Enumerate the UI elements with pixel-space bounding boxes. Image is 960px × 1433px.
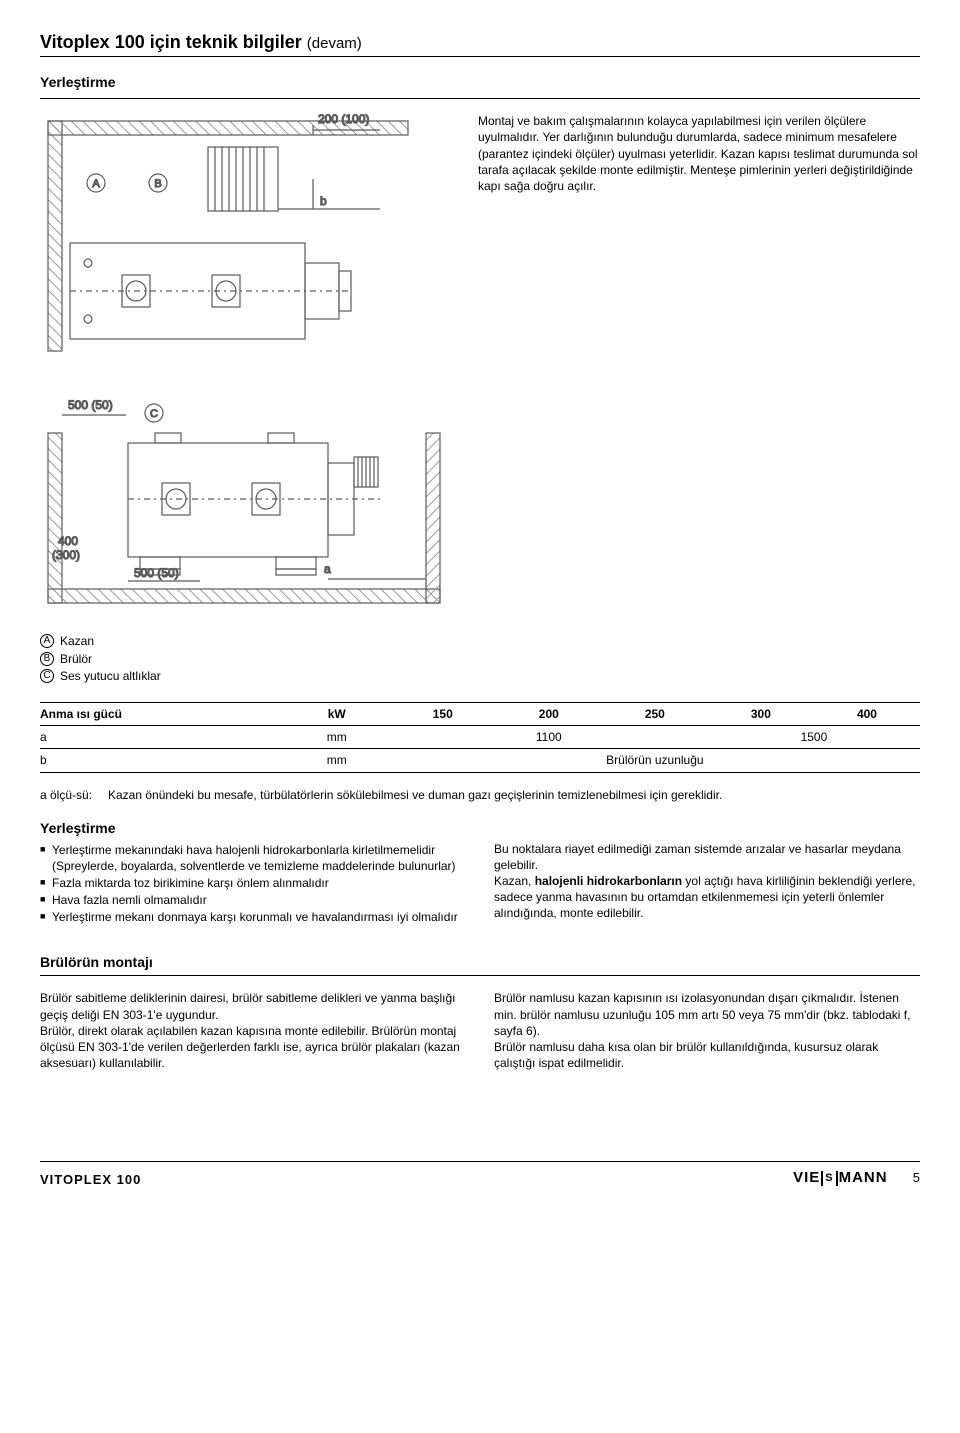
legend-sym-b: B <box>40 652 54 666</box>
row-b-unit: mm <box>284 749 390 772</box>
th-150: 150 <box>390 702 496 725</box>
section2-bullets: Yerleştirme mekanındaki hava halojenli h… <box>40 842 466 926</box>
th-unit: kW <box>284 702 390 725</box>
bullet-text: Yerleştirme mekanındaki hava halojenli h… <box>52 843 435 857</box>
defn-term: a ölçü-sü: <box>40 787 96 803</box>
title-rule <box>40 56 920 57</box>
row-b-val: Brülörün uzunluğu <box>390 749 920 772</box>
th-200: 200 <box>496 702 602 725</box>
page-number: 5 <box>913 1170 920 1185</box>
s3-left-p2: Brülör, direkt olarak açılabilen kazan k… <box>40 1023 466 1072</box>
defn-desc: Kazan önündeki bu mesafe, türbülatörleri… <box>108 787 920 803</box>
legend-label-c: Ses yutucu altlıklar <box>60 668 161 684</box>
page-footer: VITOPLEX 100 VIESMANN 5 <box>40 1161 920 1188</box>
legend-label-a: Kazan <box>60 633 94 649</box>
th-400: 400 <box>814 702 920 725</box>
spec-table: Anma ısı gücü kW 150 200 250 300 400 a m… <box>40 702 920 773</box>
th-250: 250 <box>602 702 708 725</box>
p2-a: Kazan, <box>494 874 535 888</box>
footer-product: VITOPLEX 100 <box>40 1171 141 1189</box>
row-a-label: a <box>40 726 284 749</box>
svg-text:400: 400 <box>58 534 78 548</box>
row-a-unit: mm <box>284 726 390 749</box>
diagram-svg: A B 200 (100) <box>40 113 450 613</box>
s3-right-p2: Brülör namlusu daha kısa olan bir brülör… <box>494 1039 920 1071</box>
section2-columns: Yerleştirme Yerleştirme mekanındaki hava… <box>40 819 920 927</box>
svg-text:A: A <box>92 178 100 190</box>
svg-text:200 (100): 200 (100) <box>318 113 369 126</box>
section3-right: Brülör namlusu kazan kapısının ısı izola… <box>494 990 920 1071</box>
section2-right-p1: Bu noktalara riayet edilmediği zaman sis… <box>494 841 920 873</box>
brand-logo: VIESMANN <box>793 1169 893 1186</box>
table-row: a mm 1100 1500 <box>40 726 920 749</box>
row-a-val1: 1100 <box>390 726 708 749</box>
row-a-val2: 1500 <box>708 726 920 749</box>
title-text: Vitoplex 100 için teknik bilgiler <box>40 32 302 52</box>
diagram-column: A B 200 (100) <box>40 113 450 617</box>
section2-right-p2: Kazan, halojenli hidrokarbonların yol aç… <box>494 873 920 922</box>
legend-sym-a: A <box>40 634 54 648</box>
svg-text:500 (50): 500 (50) <box>68 398 113 412</box>
top-row: A B 200 (100) <box>40 113 920 617</box>
svg-text:500 (50): 500 (50) <box>134 566 179 580</box>
brand-bracket: S <box>821 1171 837 1186</box>
bullet-item: Yerleştirme mekanındaki hava halojenli h… <box>40 842 466 874</box>
bullet-item: Fazla miktarda toz birikimine karşı önle… <box>40 875 466 891</box>
legend-sym-c: C <box>40 669 54 683</box>
svg-text:b: b <box>320 194 327 208</box>
s3-right-p1: Brülör namlusu kazan kapısının ısı izola… <box>494 990 920 1039</box>
svg-text:(300): (300) <box>52 548 80 562</box>
section3-left: Brülör sabitleme deliklerinin dairesi, b… <box>40 990 466 1071</box>
footer-right: VIESMANN 5 <box>793 1168 920 1188</box>
installation-diagram: A B 200 (100) <box>40 113 450 617</box>
legend: A Kazan B Brülör C Ses yutucu altlıklar <box>40 633 920 684</box>
section1-rule <box>40 98 920 99</box>
svg-text:B: B <box>154 178 161 190</box>
section2-right: Bu noktalara riayet edilmediği zaman sis… <box>494 819 920 927</box>
p2-b: halojenli hidrokarbonların <box>535 874 682 888</box>
a-definition: a ölçü-sü: Kazan önündeki bu mesafe, tür… <box>40 787 920 803</box>
bullet-sub: (Spreylerde, boyalarda, solventlerde ve … <box>52 859 456 873</box>
legend-label-b: Brülör <box>60 651 92 667</box>
section3-title: Brülörün montajı <box>40 953 920 972</box>
th-300: 300 <box>708 702 814 725</box>
legend-row-c: C Ses yutucu altlıklar <box>40 668 920 684</box>
section2-label: Yerleştirme <box>40 819 466 838</box>
table-header-row: Anma ısı gücü kW 150 200 250 300 400 <box>40 702 920 725</box>
page-title: Vitoplex 100 için teknik bilgiler (devam… <box>40 30 920 54</box>
table-row: b mm Brülörün uzunluğu <box>40 749 920 772</box>
brand-b: MANN <box>839 1169 888 1186</box>
legend-row-a: A Kazan <box>40 633 920 649</box>
legend-row-b: B Brülör <box>40 651 920 667</box>
bullet-item: Hava fazla nemli olmamalıdır <box>40 892 466 908</box>
bullet-item: Yerleştirme mekanı donmaya karşı korunma… <box>40 909 466 925</box>
row-b-label: b <box>40 749 284 772</box>
section3-rule <box>40 975 920 976</box>
brand-a: VIE <box>793 1169 820 1186</box>
section3: Brülörün montajı Brülör sabitleme delikl… <box>40 953 920 1072</box>
section1-label: Yerleştirme <box>40 73 920 92</box>
section2-left: Yerleştirme Yerleştirme mekanındaki hava… <box>40 819 466 927</box>
th-label: Anma ısı gücü <box>40 702 284 725</box>
svg-text:C: C <box>150 408 158 420</box>
s3-left-p1: Brülör sabitleme deliklerinin dairesi, b… <box>40 990 466 1022</box>
svg-text:a: a <box>324 562 331 576</box>
section1-body: Montaj ve bakım çalışmalarının kolayca y… <box>478 113 920 194</box>
title-cont: (devam) <box>307 35 362 52</box>
